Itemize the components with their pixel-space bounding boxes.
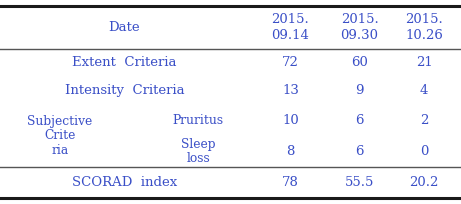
Text: 72: 72 bbox=[282, 56, 299, 69]
Text: 2015.
10.26: 2015. 10.26 bbox=[405, 13, 443, 42]
Text: 6: 6 bbox=[355, 114, 364, 127]
Text: 2015.
09.14: 2015. 09.14 bbox=[272, 13, 309, 42]
Text: 78: 78 bbox=[282, 176, 299, 189]
Text: 60: 60 bbox=[351, 56, 368, 69]
Text: 4: 4 bbox=[420, 84, 428, 97]
Text: Extent  Criteria: Extent Criteria bbox=[72, 56, 177, 69]
Text: 2: 2 bbox=[420, 114, 428, 127]
Text: Intensity  Criteria: Intensity Criteria bbox=[65, 84, 184, 97]
Text: 20.2: 20.2 bbox=[409, 176, 439, 189]
Text: Sleep
loss: Sleep loss bbox=[181, 137, 215, 165]
Text: Subjective
Crite
ria: Subjective Crite ria bbox=[27, 115, 93, 157]
Text: 0: 0 bbox=[420, 145, 428, 158]
Text: Date: Date bbox=[109, 21, 140, 34]
Text: 9: 9 bbox=[355, 84, 364, 97]
Text: 2015.
09.30: 2015. 09.30 bbox=[341, 13, 378, 42]
Text: 55.5: 55.5 bbox=[345, 176, 374, 189]
Text: 13: 13 bbox=[282, 84, 299, 97]
Text: 21: 21 bbox=[416, 56, 432, 69]
Text: SCORAD  index: SCORAD index bbox=[72, 176, 177, 189]
Text: Pruritus: Pruritus bbox=[173, 114, 224, 127]
Text: 8: 8 bbox=[286, 145, 295, 158]
Text: 6: 6 bbox=[355, 145, 364, 158]
Text: 10: 10 bbox=[282, 114, 299, 127]
